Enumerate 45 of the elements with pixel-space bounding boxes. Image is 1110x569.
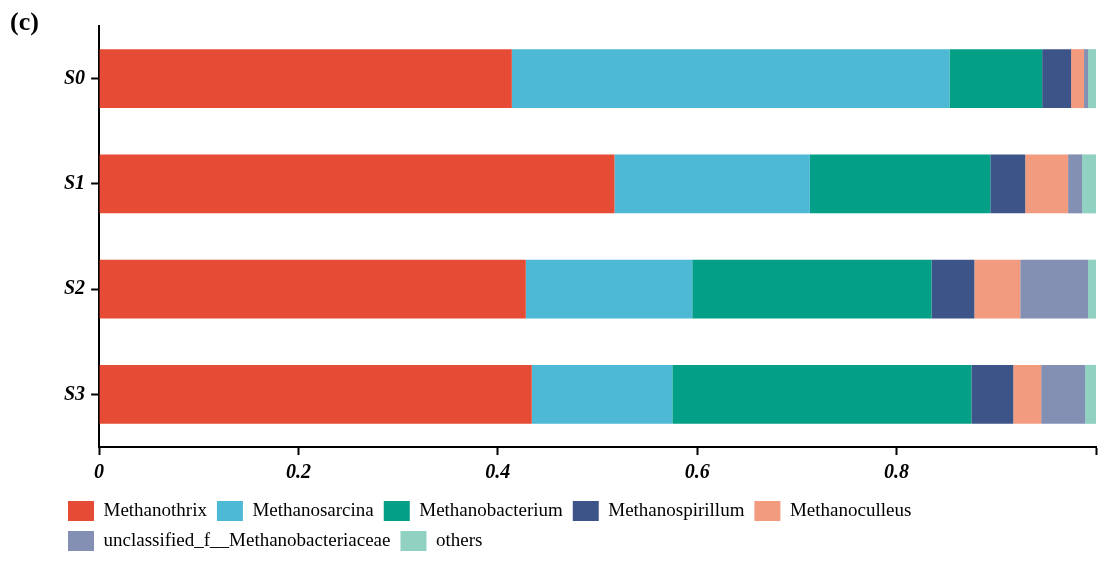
y-tick-label: S2: [64, 276, 86, 299]
bar: [971, 364, 1014, 424]
legend-label: Methanosarcina: [252, 498, 375, 520]
bar: [99, 364, 532, 424]
bar: [1082, 154, 1096, 214]
bar: [1025, 154, 1069, 214]
bar: [99, 154, 615, 214]
bar: [99, 49, 512, 109]
bar: [931, 259, 975, 319]
x-tick-label: 0.2: [286, 460, 311, 483]
x-tick-label: 0.4: [485, 460, 511, 483]
bar: [949, 49, 1043, 109]
bar: [1088, 259, 1096, 319]
text: (c): [10, 6, 39, 36]
bar: [1084, 49, 1089, 109]
bar: [1013, 364, 1042, 424]
legend-label: Methanospirillum: [608, 498, 745, 520]
bar: [1042, 49, 1072, 109]
bar: [99, 259, 526, 319]
bar: [1020, 259, 1089, 319]
bar: [692, 259, 932, 319]
y-tick-label: S3: [64, 381, 86, 404]
x-tick-label: 0: [94, 460, 105, 483]
legend-label: Methanothrix: [103, 498, 208, 520]
legend-label: Methanoculleus: [789, 498, 912, 520]
bar: [1088, 49, 1096, 109]
y-tick-label: S0: [64, 65, 86, 88]
y-tick-label: S1: [64, 171, 86, 194]
legend-label: Methanobacterium: [419, 498, 563, 520]
bar: [1085, 364, 1096, 424]
bar: [990, 154, 1026, 214]
bar: [525, 259, 693, 319]
bar: [809, 154, 991, 214]
bar: [1041, 364, 1086, 424]
bar: [672, 364, 972, 424]
bar: [1071, 49, 1085, 109]
x-tick-label: 0.6: [684, 460, 710, 483]
bar: [614, 154, 810, 214]
bar: [511, 49, 950, 109]
x-tick-label: 0.8: [884, 460, 910, 483]
legend-label: others: [435, 528, 483, 550]
bar: [1068, 154, 1083, 214]
bar: [974, 259, 1021, 319]
bar: [531, 364, 673, 424]
legend-label: unclassified_f__Methanobacteriaceae: [103, 528, 391, 550]
